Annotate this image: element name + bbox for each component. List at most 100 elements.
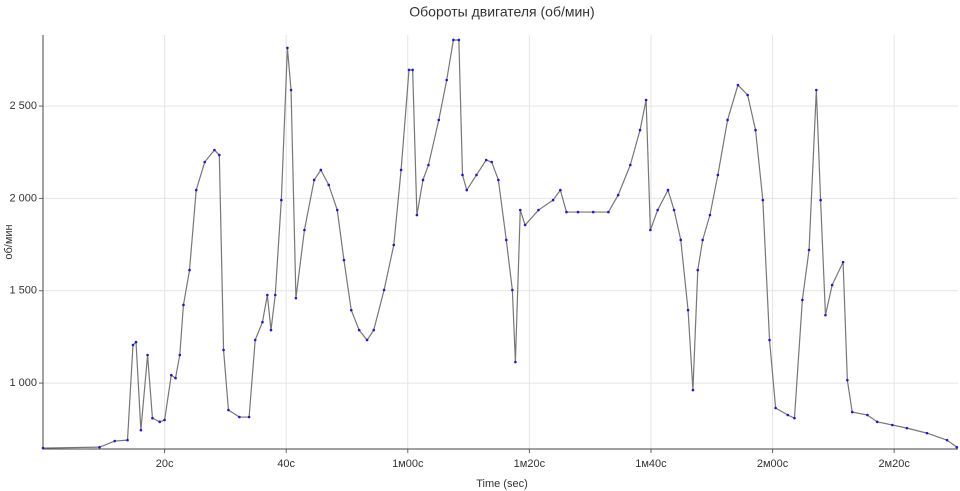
point xyxy=(182,303,185,307)
point xyxy=(342,258,346,262)
point xyxy=(576,210,580,214)
chart-title: Обороты двигателя (об/мин) xyxy=(409,4,594,20)
point xyxy=(629,163,632,167)
point xyxy=(518,208,522,212)
point xyxy=(41,446,45,450)
point xyxy=(457,38,461,42)
point xyxy=(475,173,478,177)
point xyxy=(846,378,849,382)
point xyxy=(607,210,610,214)
point xyxy=(247,415,251,419)
point xyxy=(497,178,500,182)
point xyxy=(169,373,173,377)
point xyxy=(786,413,790,417)
point xyxy=(701,238,704,242)
point xyxy=(218,153,221,157)
point xyxy=(708,213,712,217)
point xyxy=(638,128,642,132)
point xyxy=(261,320,264,324)
point xyxy=(679,238,683,242)
point xyxy=(319,168,323,172)
point xyxy=(465,188,469,192)
point xyxy=(312,178,316,182)
point xyxy=(399,168,403,172)
point xyxy=(559,188,562,192)
point xyxy=(801,298,804,302)
point xyxy=(126,438,129,442)
point xyxy=(511,288,514,292)
point xyxy=(411,68,414,72)
point xyxy=(565,210,568,214)
y-tick-label: 1 000 xyxy=(9,377,37,389)
plot-area xyxy=(43,35,958,449)
x-tick-label: 2м20c xyxy=(878,458,910,470)
point xyxy=(841,260,845,264)
point xyxy=(98,445,101,449)
point xyxy=(484,158,488,162)
point xyxy=(850,410,854,414)
point xyxy=(415,213,419,217)
point xyxy=(746,93,749,97)
point xyxy=(696,268,700,272)
point xyxy=(551,198,555,202)
point xyxy=(452,38,455,42)
y-tick-label: 2 000 xyxy=(9,192,37,204)
point xyxy=(774,406,777,410)
x-tick-label: 40c xyxy=(277,458,295,470)
point xyxy=(616,193,620,197)
point xyxy=(672,208,676,212)
point xyxy=(866,413,869,417)
point xyxy=(824,313,827,317)
point xyxy=(335,208,339,212)
point xyxy=(461,173,464,177)
point xyxy=(238,415,241,419)
y-tick-label: 1 500 xyxy=(9,285,37,297)
point xyxy=(691,388,695,392)
point xyxy=(686,308,690,312)
x-tick-label: 2м00c xyxy=(757,458,789,470)
point xyxy=(273,293,277,297)
x-axis-label: Time (sec) xyxy=(476,478,528,490)
point xyxy=(891,423,894,427)
point xyxy=(537,208,540,212)
point xyxy=(139,428,143,432)
point xyxy=(294,296,298,300)
point xyxy=(807,248,811,252)
point xyxy=(146,353,149,357)
point xyxy=(280,198,283,202)
point xyxy=(421,178,425,182)
point xyxy=(266,293,269,297)
point xyxy=(815,88,818,92)
point xyxy=(490,160,493,164)
point xyxy=(955,445,959,449)
point xyxy=(392,243,396,247)
point xyxy=(365,338,369,342)
point xyxy=(213,148,216,152)
point xyxy=(158,420,162,424)
point xyxy=(591,210,595,214)
point xyxy=(523,223,527,227)
point xyxy=(303,228,306,232)
point xyxy=(134,340,138,344)
point xyxy=(407,68,411,72)
point xyxy=(445,78,448,82)
point xyxy=(227,408,230,412)
point xyxy=(286,46,289,50)
x-tick-label: 1м40c xyxy=(635,458,667,470)
point xyxy=(289,88,293,92)
point xyxy=(222,348,225,352)
point xyxy=(188,268,191,272)
point xyxy=(761,198,765,202)
point xyxy=(349,308,353,312)
point xyxy=(716,173,720,177)
point xyxy=(178,353,182,357)
point xyxy=(754,128,757,132)
point xyxy=(644,98,648,102)
point xyxy=(649,228,652,232)
point xyxy=(131,343,135,347)
point xyxy=(194,188,198,192)
point xyxy=(793,416,796,420)
point xyxy=(504,238,508,242)
point xyxy=(945,438,949,442)
point xyxy=(382,288,386,292)
